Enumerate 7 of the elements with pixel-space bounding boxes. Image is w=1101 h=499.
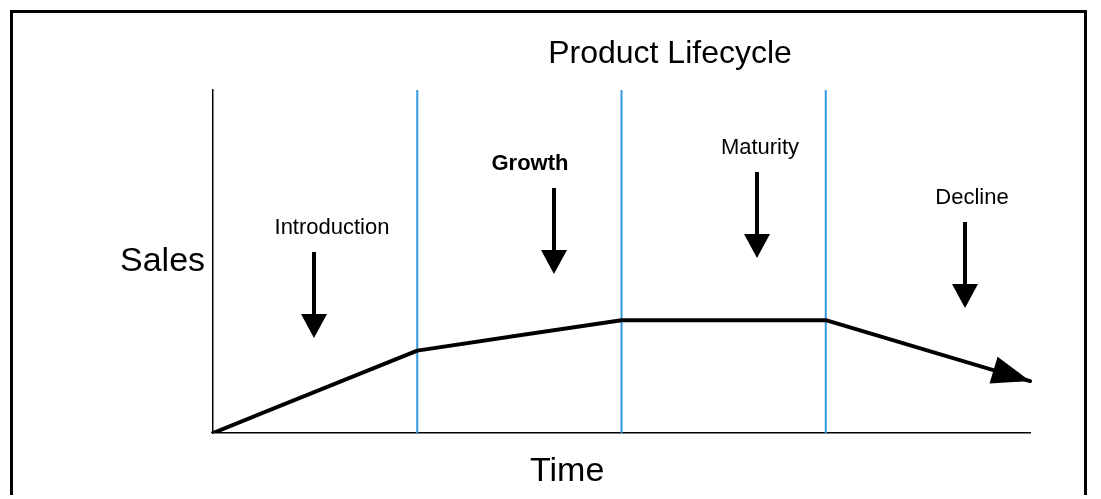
text: Decline <box>934 184 1010 210</box>
x-axis-title: Time <box>530 450 605 489</box>
y-axis-title: Sales <box>120 240 206 279</box>
text: Maturity <box>719 134 801 160</box>
chart-title: Product Lifecycle <box>547 34 793 71</box>
text: Growth <box>490 150 570 176</box>
text: Introduction <box>273 214 391 240</box>
